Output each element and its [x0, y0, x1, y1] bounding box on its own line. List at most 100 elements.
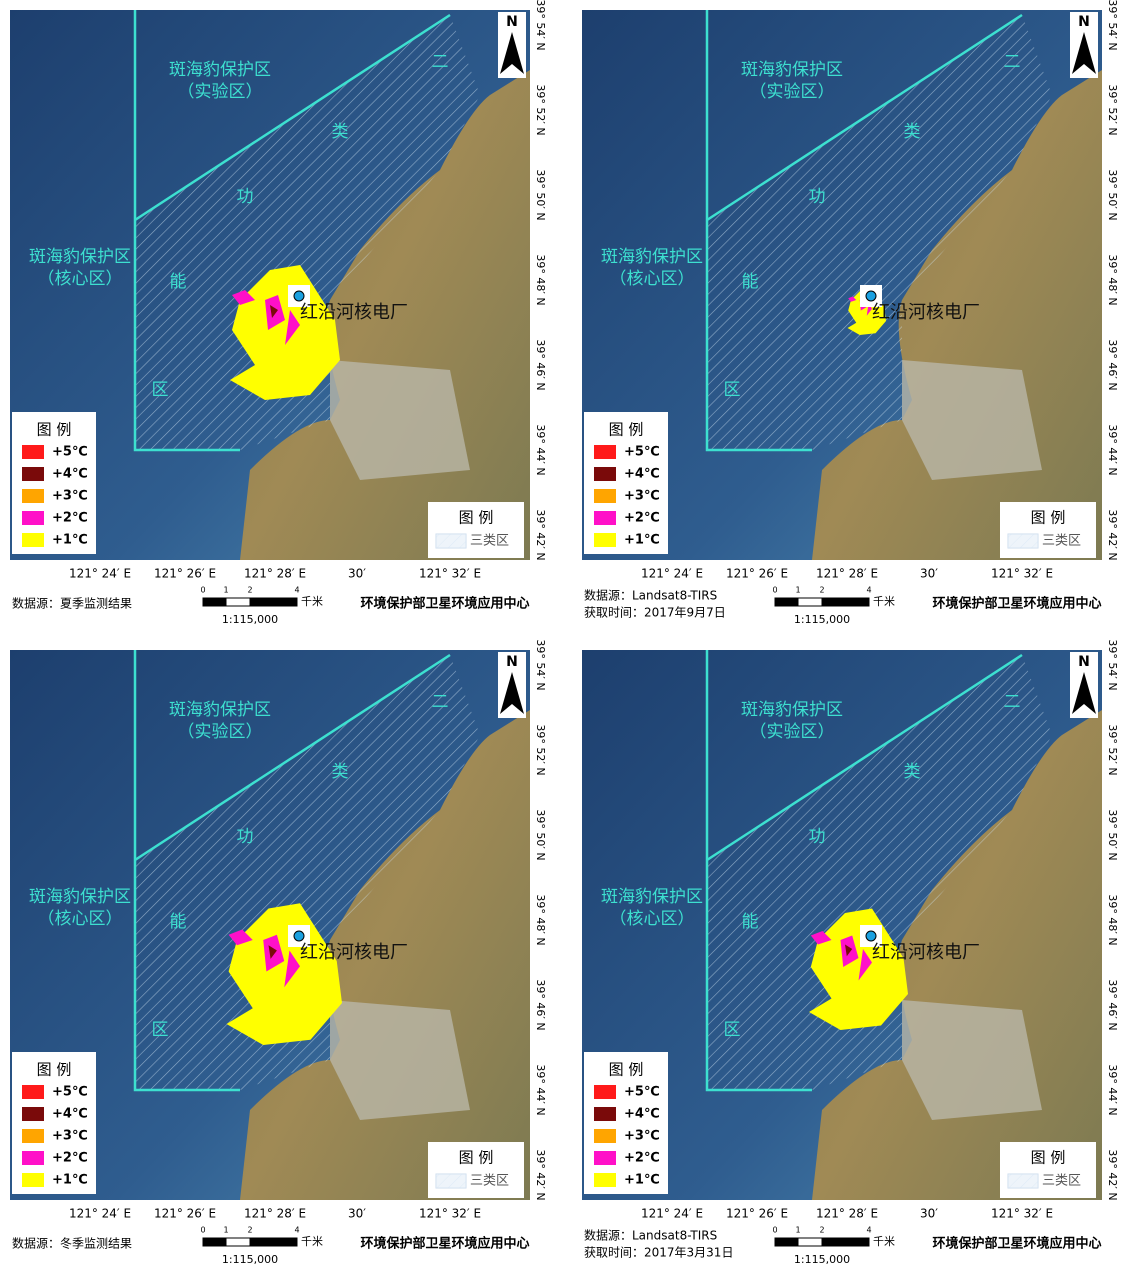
legend-label: +4℃ — [52, 1107, 88, 1122]
longitude-label: 121° 26′ E — [154, 567, 216, 581]
latitude-label: 39° 50′ N — [534, 169, 547, 220]
plant-label: 红沿河核电厂 — [300, 302, 408, 323]
harbor — [902, 1000, 1042, 1120]
figure: 斑海豹保护区（实验区）斑海豹保护区（核心区）二类功能区红沿河核电厂N39° 54… — [0, 0, 1129, 1278]
legend-label: +4℃ — [624, 467, 660, 482]
reserve-label: （实验区） — [178, 82, 263, 102]
scale-ratio: 1:115,000 — [222, 1253, 278, 1266]
latitude-label: 39° 48′ N — [534, 254, 547, 305]
harbor — [902, 360, 1042, 480]
reserve-label: （核心区） — [38, 269, 123, 289]
legend-title: 图 例 — [459, 1149, 494, 1167]
scale-bar — [822, 598, 869, 606]
reserve-label: 斑海豹保护区 — [741, 60, 843, 80]
legend-swatch — [22, 1173, 44, 1187]
scale-tick: 4 — [294, 586, 299, 595]
latitude-label: 39° 50′ N — [1106, 809, 1119, 860]
reserve-label: 斑海豹保护区 — [741, 700, 843, 720]
zone-char: 功 — [809, 827, 826, 847]
scale-tick: 0 — [200, 1226, 205, 1235]
zone-char: 类 — [904, 122, 921, 142]
scale-ratio: 1:115,000 — [794, 1253, 850, 1266]
legend-swatch — [594, 533, 616, 547]
zone-char: 能 — [742, 272, 759, 292]
zone-char: 类 — [904, 762, 921, 782]
north-label: N — [506, 654, 518, 670]
legend-swatch — [594, 445, 616, 459]
map-panel: 斑海豹保护区（实验区）斑海豹保护区（核心区）二类功能区红沿河核电厂N39° 54… — [10, 639, 547, 1266]
scale-unit: 千米 — [873, 595, 895, 608]
legend-label: 三类区 — [1042, 534, 1081, 549]
zone-char: 区 — [724, 1020, 741, 1040]
scale-tick: 0 — [200, 586, 205, 595]
legend-title: 图 例 — [37, 421, 72, 439]
zone-char: 类 — [332, 762, 349, 782]
legend-swatch — [594, 1085, 616, 1099]
scale-tick: 2 — [819, 586, 824, 595]
data-source: 数据源：夏季监测结果 — [12, 596, 132, 611]
zone-char: 区 — [152, 1020, 169, 1040]
scale-tick: 2 — [247, 586, 252, 595]
longitude-label: 30′ — [920, 1207, 938, 1221]
agency: 环境保护部卫星环境应用中心 — [360, 596, 529, 612]
scale-bar — [775, 598, 798, 606]
plant-marker — [294, 291, 304, 301]
legend-swatch — [594, 1129, 616, 1143]
scale-tick: 4 — [866, 586, 871, 595]
zone-char: 区 — [152, 380, 169, 400]
scale-bar — [226, 1238, 250, 1246]
legend-swatch — [594, 489, 616, 503]
legend-swatch — [594, 1107, 616, 1121]
legend-swatch — [22, 1151, 44, 1165]
reserve-label: （核心区） — [610, 269, 695, 289]
longitude-label: 121° 26′ E — [154, 1207, 216, 1221]
legend-label: 三类区 — [470, 1174, 509, 1189]
plant-marker — [866, 931, 876, 941]
scale-tick: 2 — [819, 1226, 824, 1235]
longitude-label: 121° 24′ E — [641, 1207, 703, 1221]
latitude-label: 39° 46′ N — [534, 339, 547, 390]
legend-label: +2℃ — [52, 511, 88, 526]
reserve-label: （核心区） — [38, 909, 123, 929]
plant-marker — [866, 291, 876, 301]
legend-title: 图 例 — [459, 509, 494, 527]
legend-label: +3℃ — [624, 489, 660, 504]
zone-char: 区 — [724, 380, 741, 400]
reserve-label: 斑海豹保护区 — [29, 887, 131, 907]
legend-label: +3℃ — [52, 1129, 88, 1144]
latitude-label: 39° 50′ N — [1106, 169, 1119, 220]
page: 斑海豹保护区（实验区）斑海豹保护区（核心区）二类功能区红沿河核电厂N39° 54… — [0, 0, 1129, 1282]
legend-label: +1℃ — [624, 1173, 660, 1188]
scale-unit: 千米 — [301, 1235, 323, 1248]
latitude-label: 39° 50′ N — [534, 809, 547, 860]
latitude-label: 39° 42′ N — [1106, 509, 1119, 560]
longitude-label: 121° 28′ E — [816, 1207, 878, 1221]
legend-label: +2℃ — [624, 1151, 660, 1166]
reserve-label: （实验区） — [750, 722, 835, 742]
legend-label: +5℃ — [624, 445, 660, 460]
latitude-label: 39° 52′ N — [1106, 724, 1119, 775]
scale-unit: 千米 — [301, 595, 323, 608]
zone-char: 能 — [742, 912, 759, 932]
scale-bar — [226, 598, 250, 606]
latitude-label: 39° 48′ N — [1106, 894, 1119, 945]
reserve-label: （实验区） — [178, 722, 263, 742]
zone-char: 功 — [237, 187, 254, 207]
longitude-label: 121° 24′ E — [69, 1207, 131, 1221]
legend-label: +1℃ — [624, 533, 660, 548]
scale-tick: 1 — [223, 586, 228, 595]
latitude-label: 39° 44′ N — [1106, 424, 1119, 475]
longitude-label: 121° 32′ E — [991, 1207, 1053, 1221]
longitude-label: 121° 24′ E — [641, 567, 703, 581]
longitude-label: 121° 32′ E — [991, 567, 1053, 581]
reserve-label: 斑海豹保护区 — [601, 887, 703, 907]
reserve-label: 斑海豹保护区 — [169, 60, 271, 80]
legend-label: 三类区 — [470, 534, 509, 549]
scale-tick: 0 — [772, 586, 777, 595]
legend-label: +1℃ — [52, 533, 88, 548]
data-source: 数据源：Landsat8-TIRS — [584, 588, 717, 603]
legend-label: +5℃ — [624, 1085, 660, 1100]
harbor — [330, 360, 470, 480]
